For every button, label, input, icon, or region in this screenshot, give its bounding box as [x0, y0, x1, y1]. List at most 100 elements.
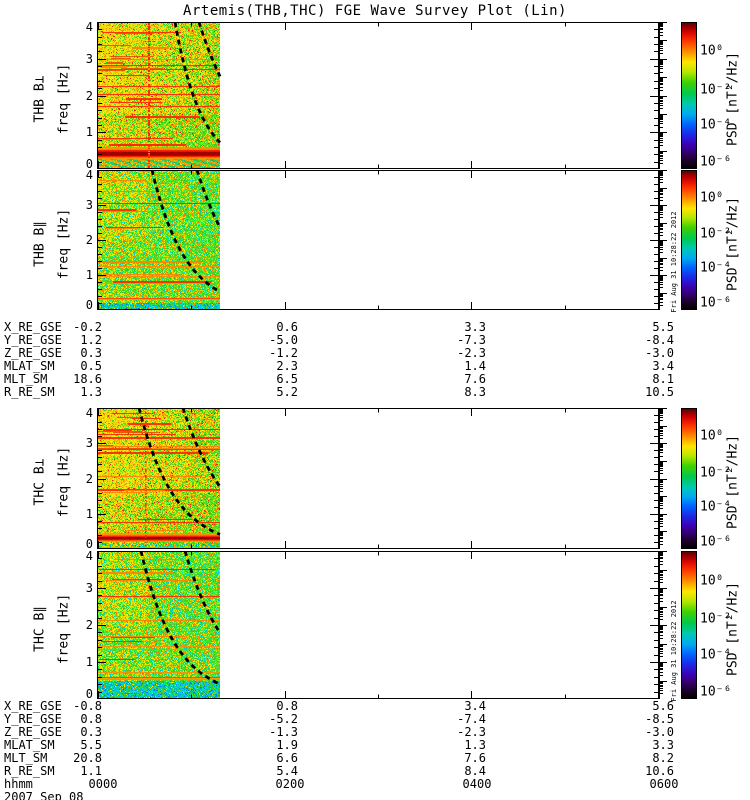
psd-tick-label: 10⁻²: [700, 82, 732, 98]
psd-colorbar: [681, 551, 697, 699]
eph-top-value: 0.6: [276, 320, 298, 334]
eph-top-value: 2.3: [276, 359, 298, 373]
eph-top-value: 8.1: [652, 372, 674, 386]
eph-top-label-mlt_sm: MLT_SM: [4, 372, 48, 386]
psd-colorbar: [681, 170, 697, 310]
spectrogram-panel-4: [97, 551, 659, 699]
freq-tick-label: 3: [85, 198, 93, 212]
psd-tick-label: 10⁻⁴: [700, 647, 732, 663]
time-row-label: hhmm: [4, 777, 33, 791]
eph-bottom-value: -0.8: [73, 699, 102, 713]
psd-tick-label: 10⁻⁶: [700, 684, 732, 700]
eph-top-label-y_re_gse: Y_RE_GSE: [4, 333, 62, 347]
eph-top-value: -5.0: [269, 333, 298, 347]
psd-tick-label: 10⁻⁶: [700, 154, 732, 170]
plot-title: Artemis(THB,THC) FGE Wave Survey Plot (L…: [183, 3, 567, 19]
eph-bottom-value: -5.2: [269, 712, 298, 726]
psd-axis-ruler: [659, 408, 669, 549]
spectrogram-panel-3: [97, 408, 659, 549]
eph-top-value: 0.5: [80, 359, 102, 373]
spectrogram-panel-1: [97, 22, 659, 169]
eph-top-value: 3.4: [652, 359, 674, 373]
freq-tick-label: 1: [85, 655, 93, 669]
freq-tick-label: 4: [85, 20, 93, 34]
freq-tick-label: 0: [85, 537, 93, 551]
freq-tick-label: 1: [85, 125, 93, 139]
time-tick-label: 0400: [462, 777, 492, 791]
eph-bottom-label-mlat_sm: MLAT_SM: [4, 738, 55, 752]
eph-top-value: 8.3: [464, 385, 486, 399]
time-tick-label: 0000: [88, 777, 118, 791]
psd-tick-label: 10⁰: [700, 43, 724, 59]
eph-bottom-value: 0.8: [80, 712, 102, 726]
eph-bottom-value: -7.4: [457, 712, 486, 726]
eph-bottom-value: 0.3: [80, 725, 102, 739]
date-label: 2007 Sep 08: [4, 790, 84, 800]
freq-tick-label: 4: [85, 549, 93, 563]
eph-top-value: -7.3: [457, 333, 486, 347]
freq-tick-label: 2: [85, 472, 93, 486]
freq-tick-label: 2: [85, 618, 93, 632]
eph-bottom-value: 6.6: [276, 751, 298, 765]
eph-top-value: 1.2: [80, 333, 102, 347]
eph-bottom-value: 20.8: [73, 751, 102, 765]
psd-tick-label: 10⁻⁶: [700, 534, 732, 550]
eph-bottom-label-y_re_gse: Y_RE_GSE: [4, 712, 62, 726]
eph-top-label-mlat_sm: MLAT_SM: [4, 359, 55, 373]
freq-tick-label: 4: [85, 168, 93, 182]
eph-bottom-value: 3.3: [652, 738, 674, 752]
psd-tick-label: 10⁻⁶: [700, 295, 732, 311]
eph-top-value: 1.4: [464, 359, 486, 373]
eph-top-value: 18.6: [73, 372, 102, 386]
eph-top-value: 1.3: [80, 385, 102, 399]
eph-top-label-r_re_sm: R_RE_SM: [4, 385, 55, 399]
freq-tick-label: 0: [85, 298, 93, 312]
psd-colorbar: [681, 408, 697, 549]
psd-tick-label: 10⁻²: [700, 611, 732, 627]
psd-tick-label: 10⁻⁴: [700, 117, 732, 133]
eph-bottom-value: -8.5: [645, 712, 674, 726]
psd-tick-label: 10⁻⁴: [700, 260, 732, 276]
eph-bottom-value: 1.9: [276, 738, 298, 752]
eph-top-value: -3.0: [645, 346, 674, 360]
eph-bottom-value: 8.2: [652, 751, 674, 765]
eph-top-value: 7.6: [464, 372, 486, 386]
eph-bottom-value: 5.6: [652, 699, 674, 713]
eph-top-value: -0.2: [73, 320, 102, 334]
psd-tick-label: 10⁰: [700, 190, 724, 206]
freq-tick-label: 0: [85, 687, 93, 701]
eph-top-value: 5.2: [276, 385, 298, 399]
psd-tick-label: 10⁰: [700, 573, 724, 589]
eph-bottom-value: 3.4: [464, 699, 486, 713]
psd-colorbar: [681, 22, 697, 169]
spectrogram-panel-2: [97, 170, 659, 310]
eph-bottom-value: 1.1: [80, 764, 102, 778]
eph-bottom-value: 0.8: [276, 699, 298, 713]
psd-axis-ruler: [659, 22, 669, 169]
eph-top-label-x_re_gse: X_RE_GSE: [4, 320, 62, 334]
eph-top-value: -8.4: [645, 333, 674, 347]
eph-bottom-value: -2.3: [457, 725, 486, 739]
eph-top-label-z_re_gse: Z_RE_GSE: [4, 346, 62, 360]
eph-top-value: 6.5: [276, 372, 298, 386]
eph-top-value: -1.2: [269, 346, 298, 360]
freq-tick-label: 1: [85, 507, 93, 521]
eph-top-value: 5.5: [652, 320, 674, 334]
eph-bottom-value: 5.5: [80, 738, 102, 752]
freq-tick-label: 0: [85, 157, 93, 171]
freq-tick-label: 3: [85, 581, 93, 595]
psd-tick-label: 10⁻⁴: [700, 499, 732, 515]
eph-bottom-value: -1.3: [269, 725, 298, 739]
freq-tick-label: 3: [85, 436, 93, 450]
psd-axis-ruler: [659, 170, 669, 310]
eph-bottom-value: 1.3: [464, 738, 486, 752]
eph-bottom-value: 8.4: [464, 764, 486, 778]
eph-bottom-label-z_re_gse: Z_RE_GSE: [4, 725, 62, 739]
time-tick-label: 0600: [649, 777, 679, 791]
eph-bottom-label-x_re_gse: X_RE_GSE: [4, 699, 62, 713]
psd-axis-ruler: [659, 551, 669, 699]
freq-tick-label: 1: [85, 268, 93, 282]
freq-tick-label: 2: [85, 89, 93, 103]
time-tick-label: 0200: [275, 777, 305, 791]
